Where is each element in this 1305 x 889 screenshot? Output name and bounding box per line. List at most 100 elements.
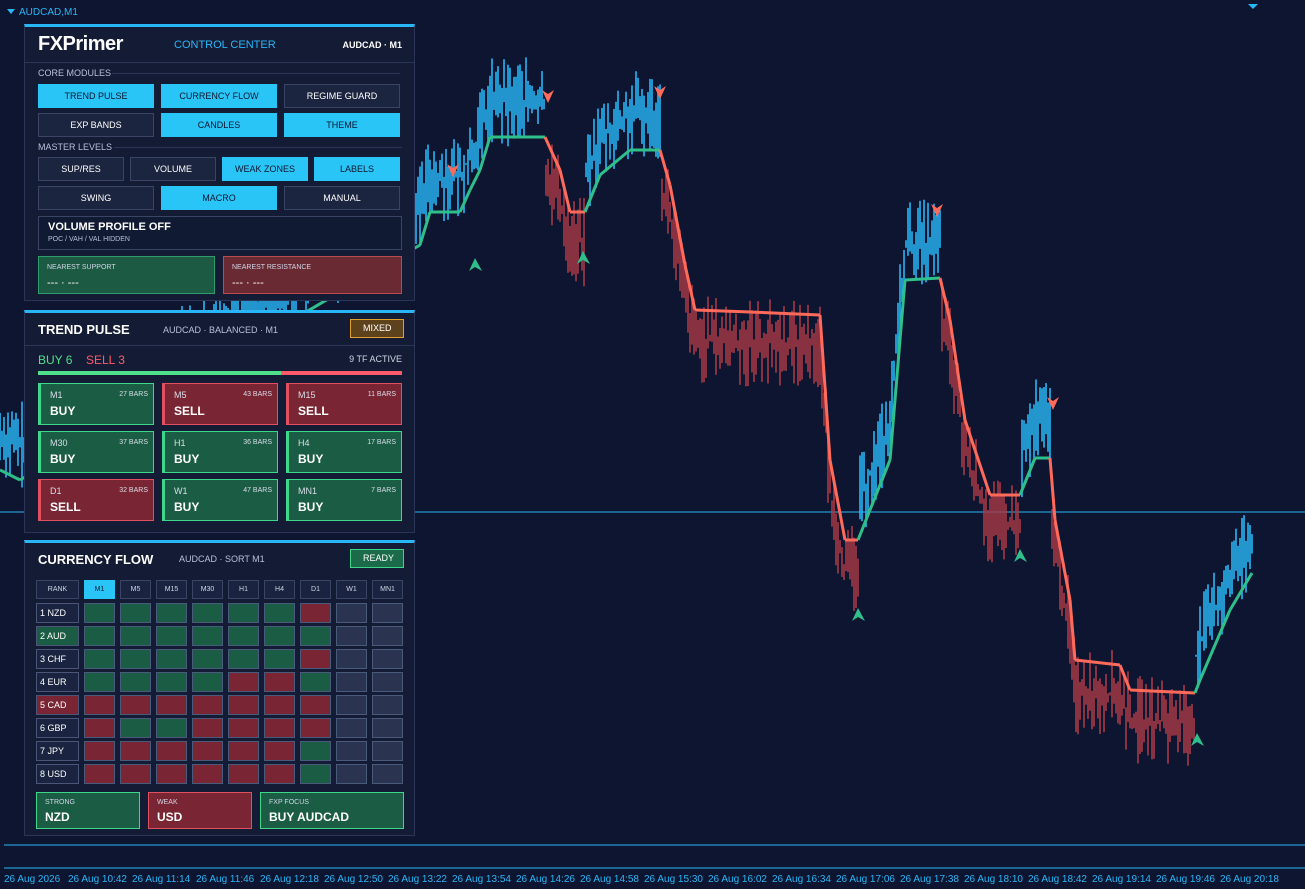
tf-bars: 43 BARS	[243, 391, 272, 398]
flow-cell	[192, 764, 223, 784]
toggle-button[interactable]: MACRO	[161, 186, 277, 210]
flow-cell	[156, 672, 187, 692]
toggle-button[interactable]: CURRENCY FLOW	[161, 84, 277, 108]
column-header	[84, 580, 115, 599]
flow-cell	[264, 626, 295, 646]
trend-line	[658, 149, 672, 186]
flow-cell	[336, 718, 367, 738]
toggle-button[interactable]: LABELS	[314, 157, 400, 181]
flow-cell	[336, 741, 367, 761]
time-label: 26 Aug 13:22	[388, 874, 447, 885]
time-label: 26 Aug 16:02	[708, 874, 767, 885]
flow-cell	[120, 672, 151, 692]
section-heading: MASTER LEVELS	[38, 142, 113, 152]
trend-line	[458, 189, 472, 213]
flow-cell	[300, 741, 331, 761]
trend-line	[543, 136, 562, 171]
time-label: 26 Aug 11:46	[196, 874, 255, 885]
time-label: 26 Aug 12:18	[260, 874, 319, 885]
trend-line	[1129, 688, 1196, 695]
trend-line	[1048, 457, 1057, 521]
shift-marker	[1248, 4, 1258, 9]
time-label: 26 Aug 19:46	[1156, 874, 1215, 885]
flow-cell	[300, 764, 331, 784]
tf-tile	[286, 431, 402, 473]
rank-cell	[36, 718, 79, 738]
toggle-button[interactable]: SUP/RES	[38, 157, 124, 181]
toggle-button[interactable]: EXP BANDS	[38, 113, 154, 137]
column-header	[156, 580, 187, 599]
flow-cell	[192, 649, 223, 669]
flow-cell	[156, 649, 187, 669]
tf-signal: BUY	[298, 500, 324, 514]
flow-cell	[120, 741, 151, 761]
toggle-button[interactable]: VOLUME	[130, 157, 216, 181]
badge-label: READY	[363, 553, 395, 563]
trend-line	[583, 174, 602, 213]
tf-bars: 37 BARS	[119, 439, 148, 446]
tf-tile	[162, 479, 278, 521]
tf-name: H1	[174, 438, 186, 448]
rank-cell	[36, 603, 79, 623]
toggle-button[interactable]: MANUAL	[284, 186, 400, 210]
flow-cell	[264, 764, 295, 784]
tf-bars: 17 BARS	[367, 439, 396, 446]
button-label: REGIME GUARD	[306, 90, 378, 101]
summary-label: STRONG	[45, 799, 75, 806]
button-label: SUP/RES	[61, 163, 101, 174]
tf-signal: BUY	[298, 452, 324, 466]
divider	[112, 73, 400, 74]
button-label: CURRENCY FLOW	[179, 90, 259, 101]
flow-cell	[264, 695, 295, 715]
flow-cell	[300, 718, 331, 738]
buy-arrow	[1014, 549, 1027, 562]
rank-label: 1 NZD	[40, 608, 67, 618]
tf-tile	[38, 479, 154, 521]
time-label: 26 Aug 17:38	[900, 874, 959, 885]
flow-cell	[372, 718, 403, 738]
summary-value: USD	[157, 810, 183, 824]
trend-line	[904, 276, 941, 282]
flow-cell	[84, 672, 115, 692]
column-header	[372, 580, 403, 599]
level-box	[38, 256, 215, 294]
flow-cell	[156, 741, 187, 761]
toggle-button[interactable]: REGIME GUARD	[284, 84, 400, 108]
time-label: 26 Aug 20:18	[1220, 874, 1279, 885]
toggle-button[interactable]: WEAK ZONES	[222, 157, 308, 181]
trend-line	[963, 419, 977, 451]
flow-cell	[336, 649, 367, 669]
column-label: M30	[200, 586, 215, 593]
trend-line	[468, 169, 482, 191]
flow-cell	[192, 626, 223, 646]
trend-line	[1198, 609, 1232, 681]
toggle-button[interactable]: TREND PULSE	[38, 84, 154, 108]
tf-signal: SELL	[174, 404, 205, 418]
toggle-button[interactable]: CANDLES	[161, 113, 277, 137]
trend-line	[418, 211, 432, 246]
toggle-button[interactable]: SWING	[38, 186, 154, 210]
tf-signal: BUY	[174, 500, 200, 514]
divider	[114, 147, 402, 148]
tf-tile	[162, 383, 278, 425]
level-value: --- · ---	[47, 277, 79, 289]
flow-cell	[156, 626, 187, 646]
flow-cell	[228, 672, 259, 692]
flow-cell	[228, 764, 259, 784]
tf-signal: BUY	[174, 452, 200, 466]
bias-bar-buy	[38, 371, 281, 375]
button-label: THEME	[326, 119, 358, 130]
trend-line	[818, 314, 832, 461]
flow-cell	[372, 741, 403, 761]
flow-cell	[300, 649, 331, 669]
flow-cell	[84, 649, 115, 669]
bias-bar-sell	[281, 371, 402, 375]
flow-cell	[192, 672, 223, 692]
flow-cell	[264, 603, 295, 623]
time-label: 26 Aug 14:58	[580, 874, 639, 885]
trend-line	[938, 277, 952, 321]
toggle-button[interactable]: THEME	[284, 113, 400, 137]
flow-cell	[84, 695, 115, 715]
panel-subtitle: AUDCAD · SORT M1	[179, 554, 265, 564]
flow-cell	[228, 603, 259, 623]
